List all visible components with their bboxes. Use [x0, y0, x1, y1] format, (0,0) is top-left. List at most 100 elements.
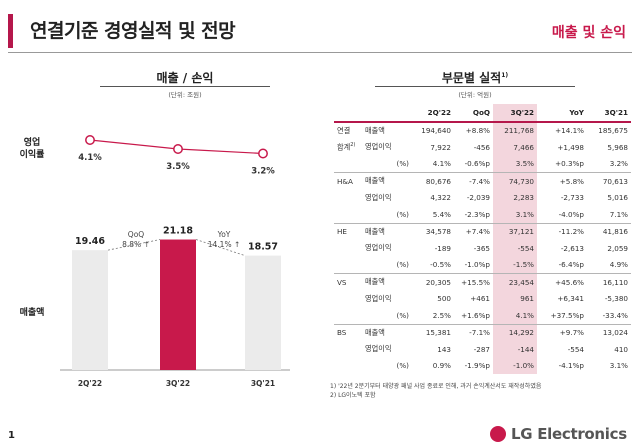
table-row: (%) 2.5% +1.6%p 4.1% +37.5%p -33.4%: [334, 307, 631, 325]
table-row: 연결 매출액 194,640 +8.8% 211,768 +14.1% 185,675: [334, 120, 631, 139]
table-row: 영업이익 -189 -365 -554 -2,613 2,059: [334, 240, 631, 257]
table-row: 영업이익 4,322 -2,039 2,283 -2,733 5,016: [334, 189, 631, 207]
table-cell: 211,768: [493, 120, 537, 139]
table-cell: 7.1%: [587, 206, 631, 224]
right-panel-title: 부문별 실적1): [441, 71, 509, 85]
metric-label: 매출액: [365, 327, 385, 337]
segment-name: [334, 206, 362, 224]
footnote: 2) LG이노텍 포함: [330, 391, 376, 399]
table-cell: +1,498: [557, 142, 584, 152]
table-row: 영업이익 143 -287 -144 -554 410: [334, 341, 631, 358]
metric-label: (%): [396, 361, 409, 371]
sales-bar: [72, 250, 108, 370]
table-cell: 2.5%: [412, 307, 454, 325]
table-cell: +5.8%: [559, 176, 584, 186]
table-cell: -456: [473, 142, 490, 152]
table-cell: -1.0%: [493, 357, 537, 374]
yoy-annotation: YoY 14.1% ↑: [207, 230, 241, 249]
left-panel-unit: (단위: 조원): [168, 91, 202, 99]
table-cell: -6.4%p: [537, 256, 587, 274]
segment-name: [334, 358, 362, 375]
segment-name: VS: [337, 277, 347, 287]
sales-label: 매출액: [19, 308, 45, 318]
table-cell: 3.1%: [609, 361, 628, 371]
table-cell: -2,613: [560, 243, 584, 253]
margin-point: [258, 148, 268, 159]
table-cell: 3.5%: [493, 155, 537, 173]
metric-label: 매출액: [365, 226, 385, 236]
sales-bar: [245, 255, 281, 370]
metric-label: 매출액: [365, 277, 385, 287]
table-cell: -554: [567, 344, 584, 354]
table-cell: +14.1%: [537, 120, 587, 139]
table-cell: 194,640: [412, 120, 454, 139]
table-cell: 4,322: [430, 193, 451, 203]
category-label: 3Q'22: [166, 379, 190, 388]
table-cell: +6,341: [557, 294, 584, 304]
segment-table-header: 2Q'22 QoQ 3Q'22 YoY 3Q'21: [334, 104, 631, 122]
table-cell: +45.6%: [555, 277, 584, 287]
table-cell: -365: [473, 243, 490, 253]
bar-connector: [107, 239, 161, 251]
table-cell: -0.5%: [412, 256, 454, 274]
sales-bar: [160, 239, 196, 370]
margin-value-label: 3.2%: [251, 167, 275, 177]
metric-label: 영업이익: [365, 344, 392, 354]
bar-value-label: 18.57: [248, 242, 278, 253]
table-cell: 41,816: [602, 227, 628, 237]
table-cell: 74,730: [493, 172, 537, 190]
table-cell: 15,381: [425, 328, 451, 338]
table-cell: +37.5%p: [537, 307, 587, 325]
table-cell: -2.3%p: [454, 206, 493, 224]
profit-margin-label: 영업 이익률: [19, 138, 45, 160]
table-cell: 20,305: [425, 277, 451, 287]
table-row: VS 매출액 20,305 +15.5% 23,454 +45.6% 16,110: [334, 273, 631, 291]
table-cell: 5,016: [607, 193, 628, 203]
table-cell: 7,922: [430, 142, 451, 152]
segment-name: H&A: [337, 176, 353, 186]
metric-label: (%): [362, 256, 412, 274]
table-cell: -2,039: [466, 193, 490, 203]
table-cell: 0.9%: [432, 361, 451, 371]
margin-value-label: 4.1%: [78, 153, 102, 163]
table-row: (%) 5.4% -2.3%p 3.1% -4.0%p 7.1%: [334, 206, 631, 224]
brand-logo: LG Electronics: [490, 425, 627, 443]
table-row: BS 매출액 15,381 -7.1% 14,292 +9.7% 13,024: [334, 324, 631, 341]
table-cell: 2,283: [493, 189, 537, 206]
table-cell: 3.2%: [587, 155, 631, 173]
metric-label: (%): [362, 307, 412, 325]
margin-point: [173, 144, 183, 154]
table-cell: -33.4%: [587, 307, 631, 325]
right-panel-title-rule: [375, 86, 575, 87]
segment-name: [334, 240, 362, 257]
table-cell: 500: [437, 294, 451, 304]
left-panel-title: 매출 / 손익: [156, 71, 214, 85]
category-label: 2Q'22: [78, 379, 102, 388]
metric-label: (%): [362, 206, 412, 224]
qoq-annotation: QoQ 8.8% ↑: [122, 230, 150, 249]
margin-point: [85, 135, 95, 145]
segment-name: 합계2): [337, 142, 356, 152]
table-cell: 4.1%: [493, 307, 537, 325]
table-cell: +461: [470, 294, 490, 304]
footnote: 1) '22년 2분기부터 태양광 패널 사업 종료로 인해, 과거 손익계산서…: [330, 383, 542, 390]
table-cell: 5,968: [607, 142, 628, 152]
table-cell: -287: [473, 344, 490, 354]
col-header: QoQ: [472, 107, 490, 117]
table-cell: 37,121: [493, 223, 537, 240]
col-header: 2Q'22: [427, 107, 451, 117]
table-cell: 16,110: [602, 277, 628, 287]
section-tag: 매출 및 손익: [551, 25, 626, 41]
table-cell: 34,578: [425, 227, 451, 237]
segment-name: [334, 190, 362, 207]
table-cell: 3.1%: [493, 206, 537, 224]
segment-name: BS: [337, 328, 347, 338]
sales-margin-chart: 19.46 2Q'22 21.18 3Q'22 18.57 3Q'21 4.1% 3.5% 3.…: [60, 135, 290, 388]
table-cell: +15.5%: [461, 277, 490, 287]
table-cell: -189: [434, 243, 451, 253]
table-cell: -2,733: [560, 193, 584, 203]
table-cell: -554: [493, 240, 537, 257]
brand-name: LG Electronics: [511, 425, 627, 443]
table-row: H&A 매출액 80,676 -7.4% 74,730 +5.8% 70,613: [334, 172, 631, 190]
table-cell: -5,380: [604, 294, 628, 304]
